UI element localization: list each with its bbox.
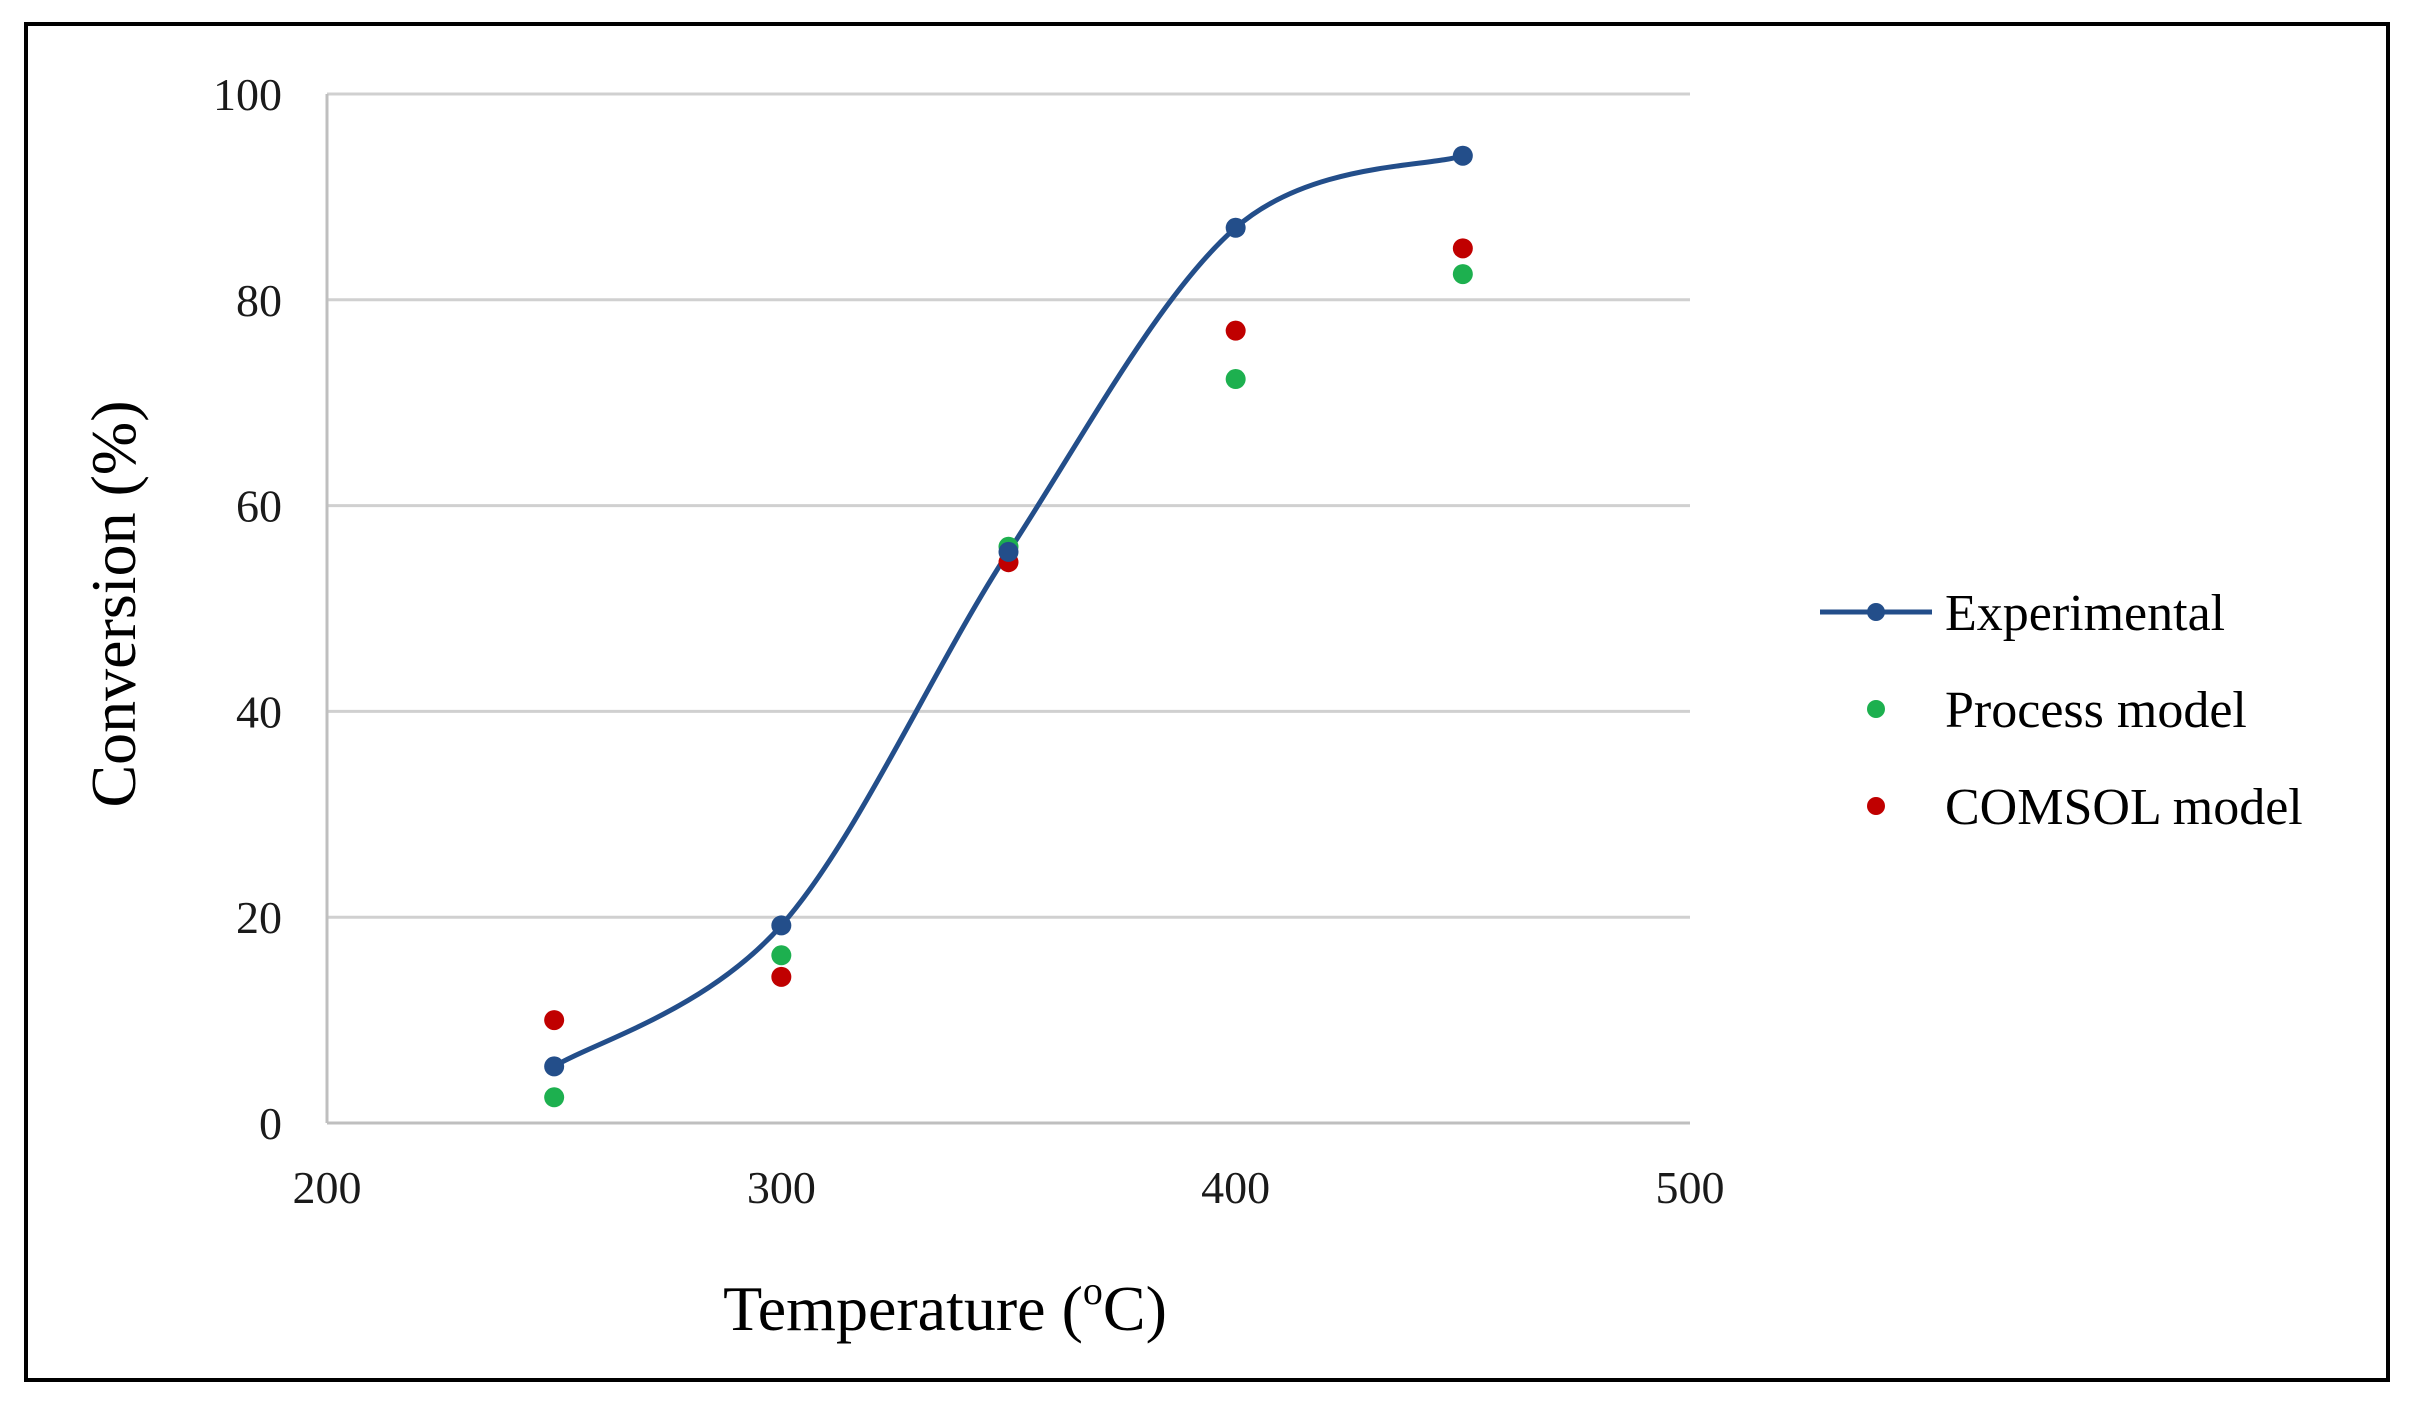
y-tick-label: 40 (236, 686, 282, 737)
y-axis-label: Conversion (%) (78, 400, 149, 807)
y-tick-label: 100 (213, 69, 282, 120)
point-comsol-model (544, 1010, 565, 1031)
point-experimental (998, 541, 1019, 562)
legend-experimental-label: Experimental (1945, 585, 2225, 642)
y-tick-label: 20 (236, 892, 282, 943)
legend-comsol-model-marker (1867, 797, 1885, 815)
point-process-model (1225, 369, 1246, 390)
y-tick-labels: 0 20 40 60 80 100 (213, 69, 282, 1149)
legend-experimental-marker (1867, 603, 1885, 621)
point-experimental (771, 915, 792, 936)
y-tick-label: 80 (236, 275, 282, 326)
point-comsol-model (1225, 320, 1246, 341)
legend-item-comsol-model: COMSOL model (1867, 779, 2303, 836)
series-experimental-line (552, 153, 1464, 1069)
point-experimental (1452, 145, 1473, 166)
x-tick-label: 200 (293, 1162, 362, 1213)
point-experimental (544, 1056, 565, 1077)
point-process-model (544, 1087, 565, 1108)
chart-frame (24, 22, 2390, 1382)
legend-process-model-marker (1867, 700, 1885, 718)
y-tick-label: 0 (259, 1098, 282, 1149)
point-comsol-model (771, 966, 792, 987)
x-axis-label: Temperature (oC) (723, 1268, 1167, 1344)
x-tick-labels: 200 300 400 500 (293, 1162, 1725, 1213)
series (544, 145, 1473, 1108)
point-comsol-model (1452, 238, 1473, 259)
legend-item-experimental: Experimental (1820, 585, 2225, 642)
point-process-model (771, 945, 792, 966)
y-tick-label: 60 (236, 481, 282, 532)
legend-item-process-model: Process model (1867, 682, 2247, 739)
legend: Experimental Process model COMSOL model (1820, 585, 2303, 836)
x-tick-label: 400 (1201, 1162, 1270, 1213)
grid-lines (327, 92, 1690, 919)
legend-process-model-label: Process model (1945, 682, 2247, 739)
legend-comsol-model-label: COMSOL model (1945, 779, 2303, 836)
point-process-model (1452, 264, 1473, 285)
point-experimental (1225, 217, 1246, 238)
x-tick-label: 300 (747, 1162, 816, 1213)
x-tick-label: 500 (1656, 1162, 1725, 1213)
